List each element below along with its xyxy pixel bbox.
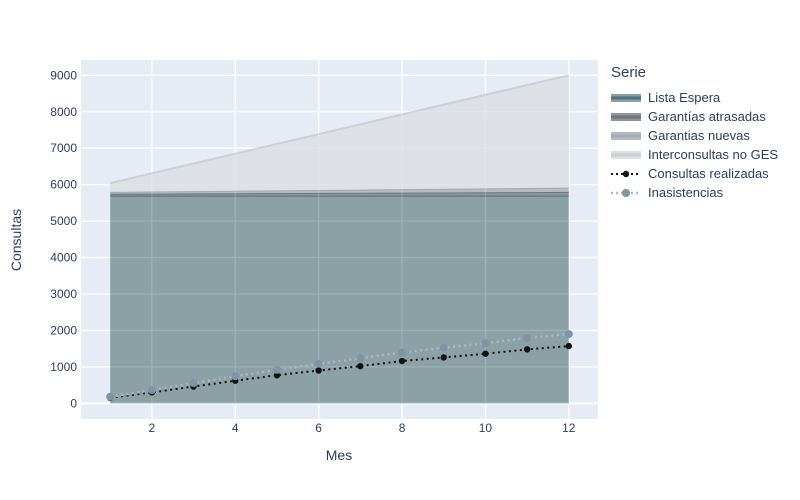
y-tick-label: 5000: [50, 214, 77, 228]
legend-swatch-icon: [611, 131, 641, 140]
data-point-marker: [398, 348, 407, 357]
data-point-marker: [356, 354, 365, 363]
y-tick-label: 7000: [50, 141, 77, 155]
legend-item-label: Lista Espera: [648, 90, 721, 105]
data-point-marker: [482, 350, 489, 357]
legend-item-label: Garantías atrasadas: [648, 109, 766, 124]
data-point-marker: [273, 372, 281, 379]
data-point-marker: [315, 367, 322, 374]
y-tick-label: 2000: [50, 323, 77, 337]
area-traces: [109, 74, 570, 404]
x-tick-label: 4: [232, 421, 239, 435]
trace-area-0: [110, 194, 569, 404]
y-tick-label: 3000: [50, 287, 77, 301]
data-point-marker: [189, 379, 198, 388]
data-point-marker: [147, 386, 156, 395]
x-tick-label: 8: [399, 421, 406, 435]
x-tick-label: 6: [315, 421, 322, 435]
trace-line-1: [106, 330, 573, 401]
legend-item-interconsultas-no-ges[interactable]: Interconsultas no GES: [611, 145, 778, 164]
legend-swatch-icon: [611, 170, 641, 177]
y-tick-label: 9000: [50, 68, 77, 82]
data-point-marker: [523, 346, 531, 353]
data-point-marker: [440, 354, 447, 361]
data-point-marker: [398, 357, 406, 365]
axis-tick-labels: 0 1000 2000 3000 4000 5000 6000 7000 8000 9000 2 4 6…: [50, 68, 576, 435]
trace-area-3: [109, 74, 570, 192]
legend-title: Serie: [611, 64, 647, 81]
data-point-marker: [314, 359, 323, 368]
y-tick-label: 0: [70, 396, 77, 410]
data-point-marker: [481, 339, 490, 348]
legend-swatch-icon: [611, 188, 641, 197]
line-traces: [106, 330, 573, 402]
legend-item-label: Interconsultas no GES: [648, 147, 779, 162]
legend-item-garant-as-atrasadas[interactable]: Garantías atrasadas: [611, 107, 778, 126]
data-point-marker: [564, 330, 573, 339]
y-tick-label: 8000: [50, 105, 77, 119]
data-point-marker: [565, 342, 573, 350]
data-point-marker: [106, 392, 115, 401]
y-axis-title: Consultas: [8, 209, 24, 271]
legend-item-garantias-nuevas[interactable]: Garantias nuevas: [611, 126, 778, 145]
x-axis-title: Mes: [326, 447, 352, 463]
data-point-marker: [231, 372, 240, 381]
legend-item-label: Inasistencias: [648, 185, 724, 200]
legend-item-inasistencias[interactable]: Inasistencias: [611, 183, 778, 202]
x-tick-label: 12: [562, 421, 576, 435]
legend-swatch-icon: [611, 150, 641, 159]
legend: Serie Lista Espera Garantías atrasadas Gar…: [611, 64, 778, 202]
y-tick-label: 6000: [50, 178, 77, 192]
data-point-marker: [357, 362, 364, 370]
legend-item-consultas-realizadas[interactable]: Consultas realizadas: [611, 164, 778, 183]
legend-item-label: Consultas realizadas: [648, 166, 769, 181]
legend-swatch-icon: [611, 93, 641, 102]
legend-swatch-icon: [611, 112, 641, 121]
legend-items: Lista Espera Garantías atrasadas Garantias…: [611, 88, 778, 202]
y-tick-label: 1000: [50, 360, 77, 374]
x-tick-label: 2: [149, 421, 156, 435]
data-point-marker: [439, 343, 448, 352]
data-point-marker: [523, 334, 532, 343]
data-point-marker: [272, 365, 281, 374]
x-tick-label: 10: [479, 421, 493, 435]
gridlines-overlay: [81, 60, 598, 419]
legend-item-label: Garantias nuevas: [648, 128, 750, 143]
y-tick-label: 4000: [50, 251, 77, 265]
legend-item-lista-espera[interactable]: Lista Espera: [611, 88, 778, 107]
